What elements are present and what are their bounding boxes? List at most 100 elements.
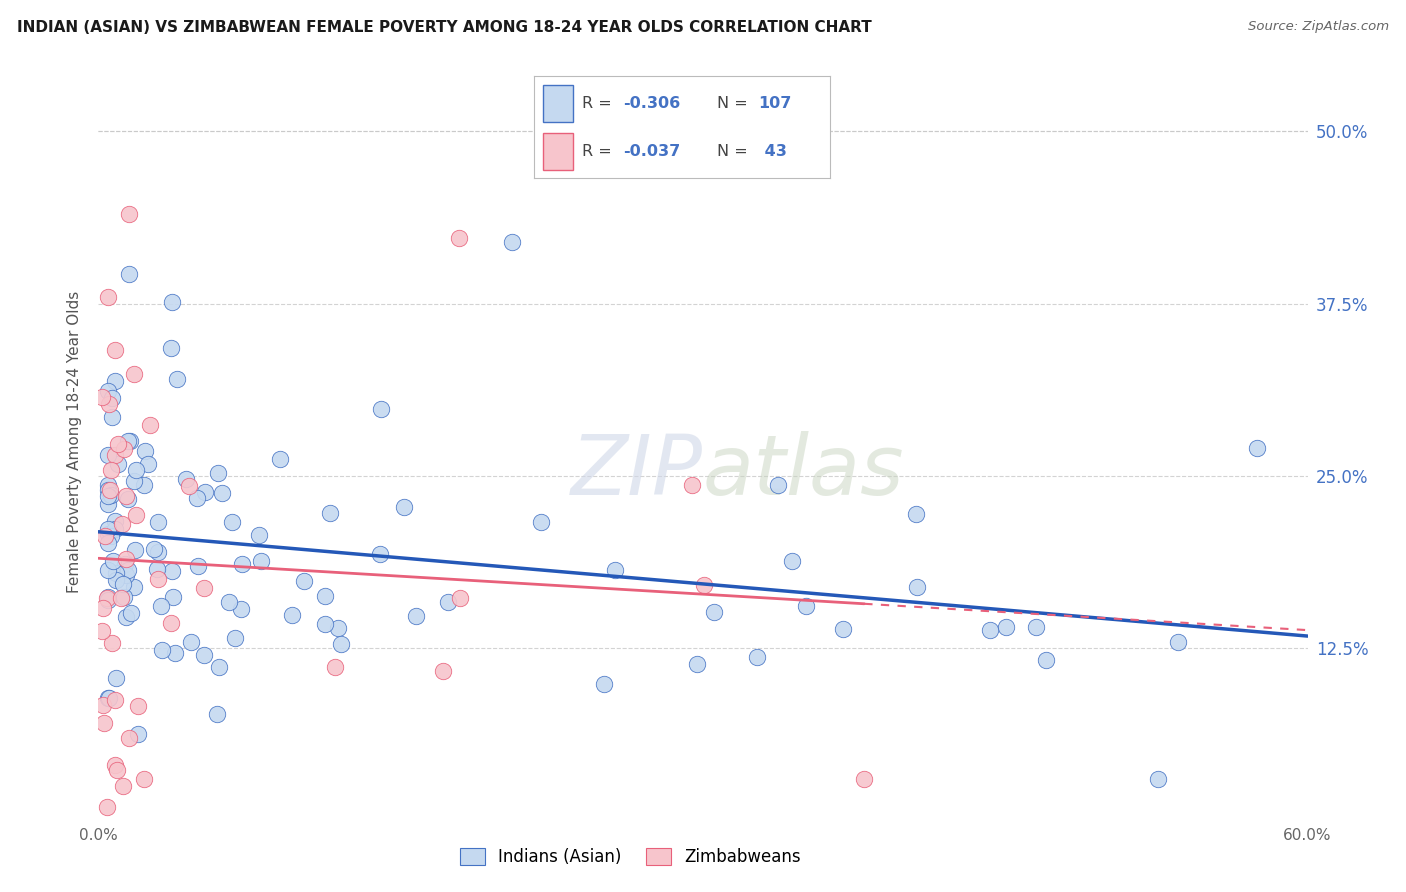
Point xyxy=(115,552,138,566)
Point xyxy=(146,573,169,587)
Legend: Indians (Asian), Zimbabweans: Indians (Asian), Zimbabweans xyxy=(453,841,808,873)
Point xyxy=(112,442,135,456)
Point xyxy=(368,548,391,562)
Point xyxy=(96,800,118,814)
Point xyxy=(134,444,156,458)
FancyBboxPatch shape xyxy=(543,85,572,122)
Point xyxy=(107,458,129,472)
Point xyxy=(148,545,170,559)
Point xyxy=(292,574,315,589)
Point xyxy=(100,636,122,650)
Point xyxy=(394,500,416,514)
Point xyxy=(218,595,240,609)
Text: Source: ZipAtlas.com: Source: ZipAtlas.com xyxy=(1249,20,1389,33)
Point xyxy=(104,522,127,536)
Point xyxy=(177,479,200,493)
Point xyxy=(193,582,215,596)
Point xyxy=(1035,653,1057,667)
Point xyxy=(269,452,291,467)
Point xyxy=(994,620,1017,634)
Point xyxy=(1167,635,1189,649)
Point xyxy=(692,578,714,592)
Point xyxy=(105,566,128,580)
Point xyxy=(780,554,803,568)
Point xyxy=(94,529,117,543)
Point xyxy=(319,506,342,520)
Point xyxy=(118,207,141,221)
Text: N =: N = xyxy=(717,96,754,111)
Point xyxy=(117,491,139,506)
Point xyxy=(97,593,120,607)
Text: -0.037: -0.037 xyxy=(623,145,681,160)
Point xyxy=(117,563,139,577)
FancyBboxPatch shape xyxy=(543,133,572,170)
Point xyxy=(186,491,208,505)
Point xyxy=(449,231,471,245)
Point xyxy=(127,727,149,741)
Point xyxy=(174,472,197,486)
Point xyxy=(160,295,183,310)
Point xyxy=(146,515,169,529)
Point xyxy=(686,657,709,672)
Point xyxy=(1246,442,1268,456)
Point xyxy=(249,553,271,567)
Point xyxy=(91,624,114,638)
Point xyxy=(96,591,118,606)
Point xyxy=(105,671,128,685)
Point xyxy=(124,542,146,557)
Point xyxy=(231,557,253,571)
Point xyxy=(326,621,349,635)
Text: R =: R = xyxy=(582,145,616,160)
Point xyxy=(97,396,120,410)
Point xyxy=(1147,772,1170,787)
Point xyxy=(162,590,184,604)
Point xyxy=(118,731,141,745)
Point xyxy=(97,449,120,463)
Point xyxy=(103,758,125,772)
Point xyxy=(207,466,229,480)
Point xyxy=(449,591,471,606)
Point xyxy=(91,698,114,712)
Point xyxy=(370,401,392,416)
Point xyxy=(745,649,768,664)
Point xyxy=(180,635,202,649)
Point xyxy=(97,563,120,577)
Point xyxy=(193,484,215,499)
Text: INDIAN (ASIAN) VS ZIMBABWEAN FEMALE POVERTY AMONG 18-24 YEAR OLDS CORRELATION CH: INDIAN (ASIAN) VS ZIMBABWEAN FEMALE POVE… xyxy=(17,20,872,35)
Point xyxy=(904,507,927,521)
Point xyxy=(1025,620,1047,634)
Point xyxy=(330,637,353,651)
Point xyxy=(101,391,124,405)
Point xyxy=(208,659,231,673)
Point xyxy=(132,478,155,492)
Point xyxy=(432,665,454,679)
Point xyxy=(97,527,120,541)
Point xyxy=(187,559,209,574)
Point xyxy=(105,764,128,778)
Point xyxy=(93,716,115,731)
Point xyxy=(150,599,173,613)
Point xyxy=(97,477,120,491)
Point xyxy=(115,489,138,503)
Point xyxy=(97,691,120,706)
Point xyxy=(281,607,304,622)
Text: R =: R = xyxy=(582,96,616,111)
Point xyxy=(103,448,125,462)
Point xyxy=(247,528,270,542)
Point xyxy=(111,516,134,531)
Point xyxy=(136,457,159,471)
Text: 107: 107 xyxy=(759,96,792,111)
Point xyxy=(325,659,347,673)
Point xyxy=(593,676,616,690)
Point xyxy=(229,602,252,616)
Text: atlas: atlas xyxy=(703,432,904,512)
Point xyxy=(139,417,162,432)
Point xyxy=(134,772,156,786)
Text: ZIP: ZIP xyxy=(571,432,703,512)
Point xyxy=(979,624,1001,638)
Point xyxy=(120,434,142,448)
Point xyxy=(97,691,120,706)
Point xyxy=(117,434,139,449)
Point xyxy=(603,563,626,577)
Point xyxy=(193,648,215,662)
